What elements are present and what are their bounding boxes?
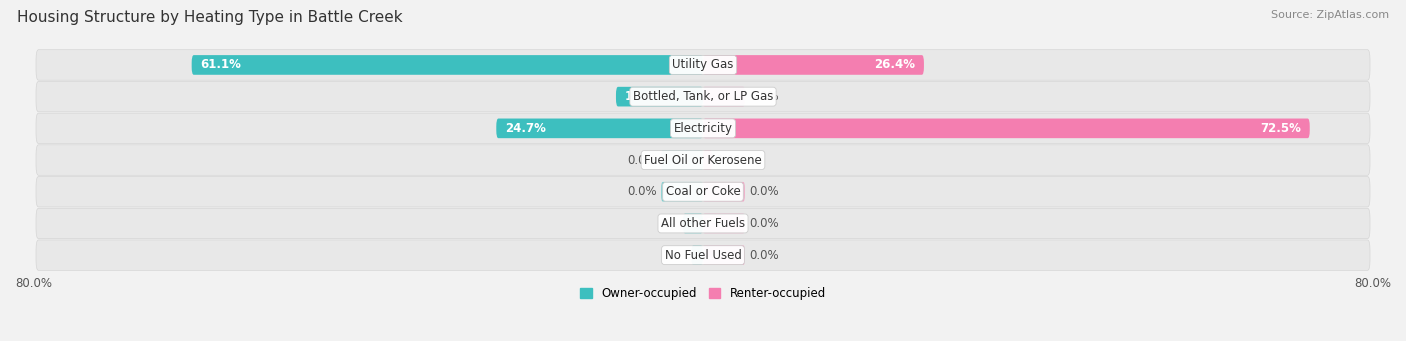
FancyBboxPatch shape (703, 245, 745, 265)
Text: 2.4%: 2.4% (692, 217, 724, 230)
Text: 1.1%: 1.1% (717, 153, 747, 166)
FancyBboxPatch shape (37, 145, 1369, 175)
Text: 0.0%: 0.0% (749, 249, 779, 262)
FancyBboxPatch shape (616, 87, 703, 106)
Text: 61.1%: 61.1% (200, 58, 240, 72)
FancyBboxPatch shape (703, 119, 1310, 138)
Text: 24.7%: 24.7% (505, 122, 546, 135)
Text: Source: ZipAtlas.com: Source: ZipAtlas.com (1271, 10, 1389, 20)
FancyBboxPatch shape (703, 87, 745, 106)
Text: 26.4%: 26.4% (875, 58, 915, 72)
Text: Electricity: Electricity (673, 122, 733, 135)
FancyBboxPatch shape (37, 81, 1369, 112)
FancyBboxPatch shape (703, 213, 745, 233)
FancyBboxPatch shape (37, 50, 1369, 80)
Text: 72.5%: 72.5% (1261, 122, 1302, 135)
Text: No Fuel Used: No Fuel Used (665, 249, 741, 262)
Text: 0.0%: 0.0% (627, 153, 657, 166)
Text: Fuel Oil or Kerosene: Fuel Oil or Kerosene (644, 153, 762, 166)
FancyBboxPatch shape (496, 119, 703, 138)
FancyBboxPatch shape (703, 182, 745, 202)
Text: Housing Structure by Heating Type in Battle Creek: Housing Structure by Heating Type in Bat… (17, 10, 402, 25)
Text: 10.4%: 10.4% (624, 90, 665, 103)
Text: Utility Gas: Utility Gas (672, 58, 734, 72)
FancyBboxPatch shape (692, 245, 703, 265)
FancyBboxPatch shape (661, 182, 703, 202)
FancyBboxPatch shape (191, 55, 703, 75)
FancyBboxPatch shape (703, 150, 713, 170)
FancyBboxPatch shape (683, 213, 703, 233)
FancyBboxPatch shape (37, 113, 1369, 144)
Text: 0.0%: 0.0% (749, 185, 779, 198)
FancyBboxPatch shape (703, 55, 924, 75)
Text: 0.0%: 0.0% (749, 217, 779, 230)
Text: 0.0%: 0.0% (627, 185, 657, 198)
FancyBboxPatch shape (37, 177, 1369, 207)
Text: Coal or Coke: Coal or Coke (665, 185, 741, 198)
Legend: Owner-occupied, Renter-occupied: Owner-occupied, Renter-occupied (575, 283, 831, 305)
FancyBboxPatch shape (37, 240, 1369, 270)
FancyBboxPatch shape (37, 208, 1369, 239)
Text: 1.4%: 1.4% (700, 249, 733, 262)
FancyBboxPatch shape (661, 150, 703, 170)
Text: All other Fuels: All other Fuels (661, 217, 745, 230)
Text: Bottled, Tank, or LP Gas: Bottled, Tank, or LP Gas (633, 90, 773, 103)
Text: 0.0%: 0.0% (749, 90, 779, 103)
